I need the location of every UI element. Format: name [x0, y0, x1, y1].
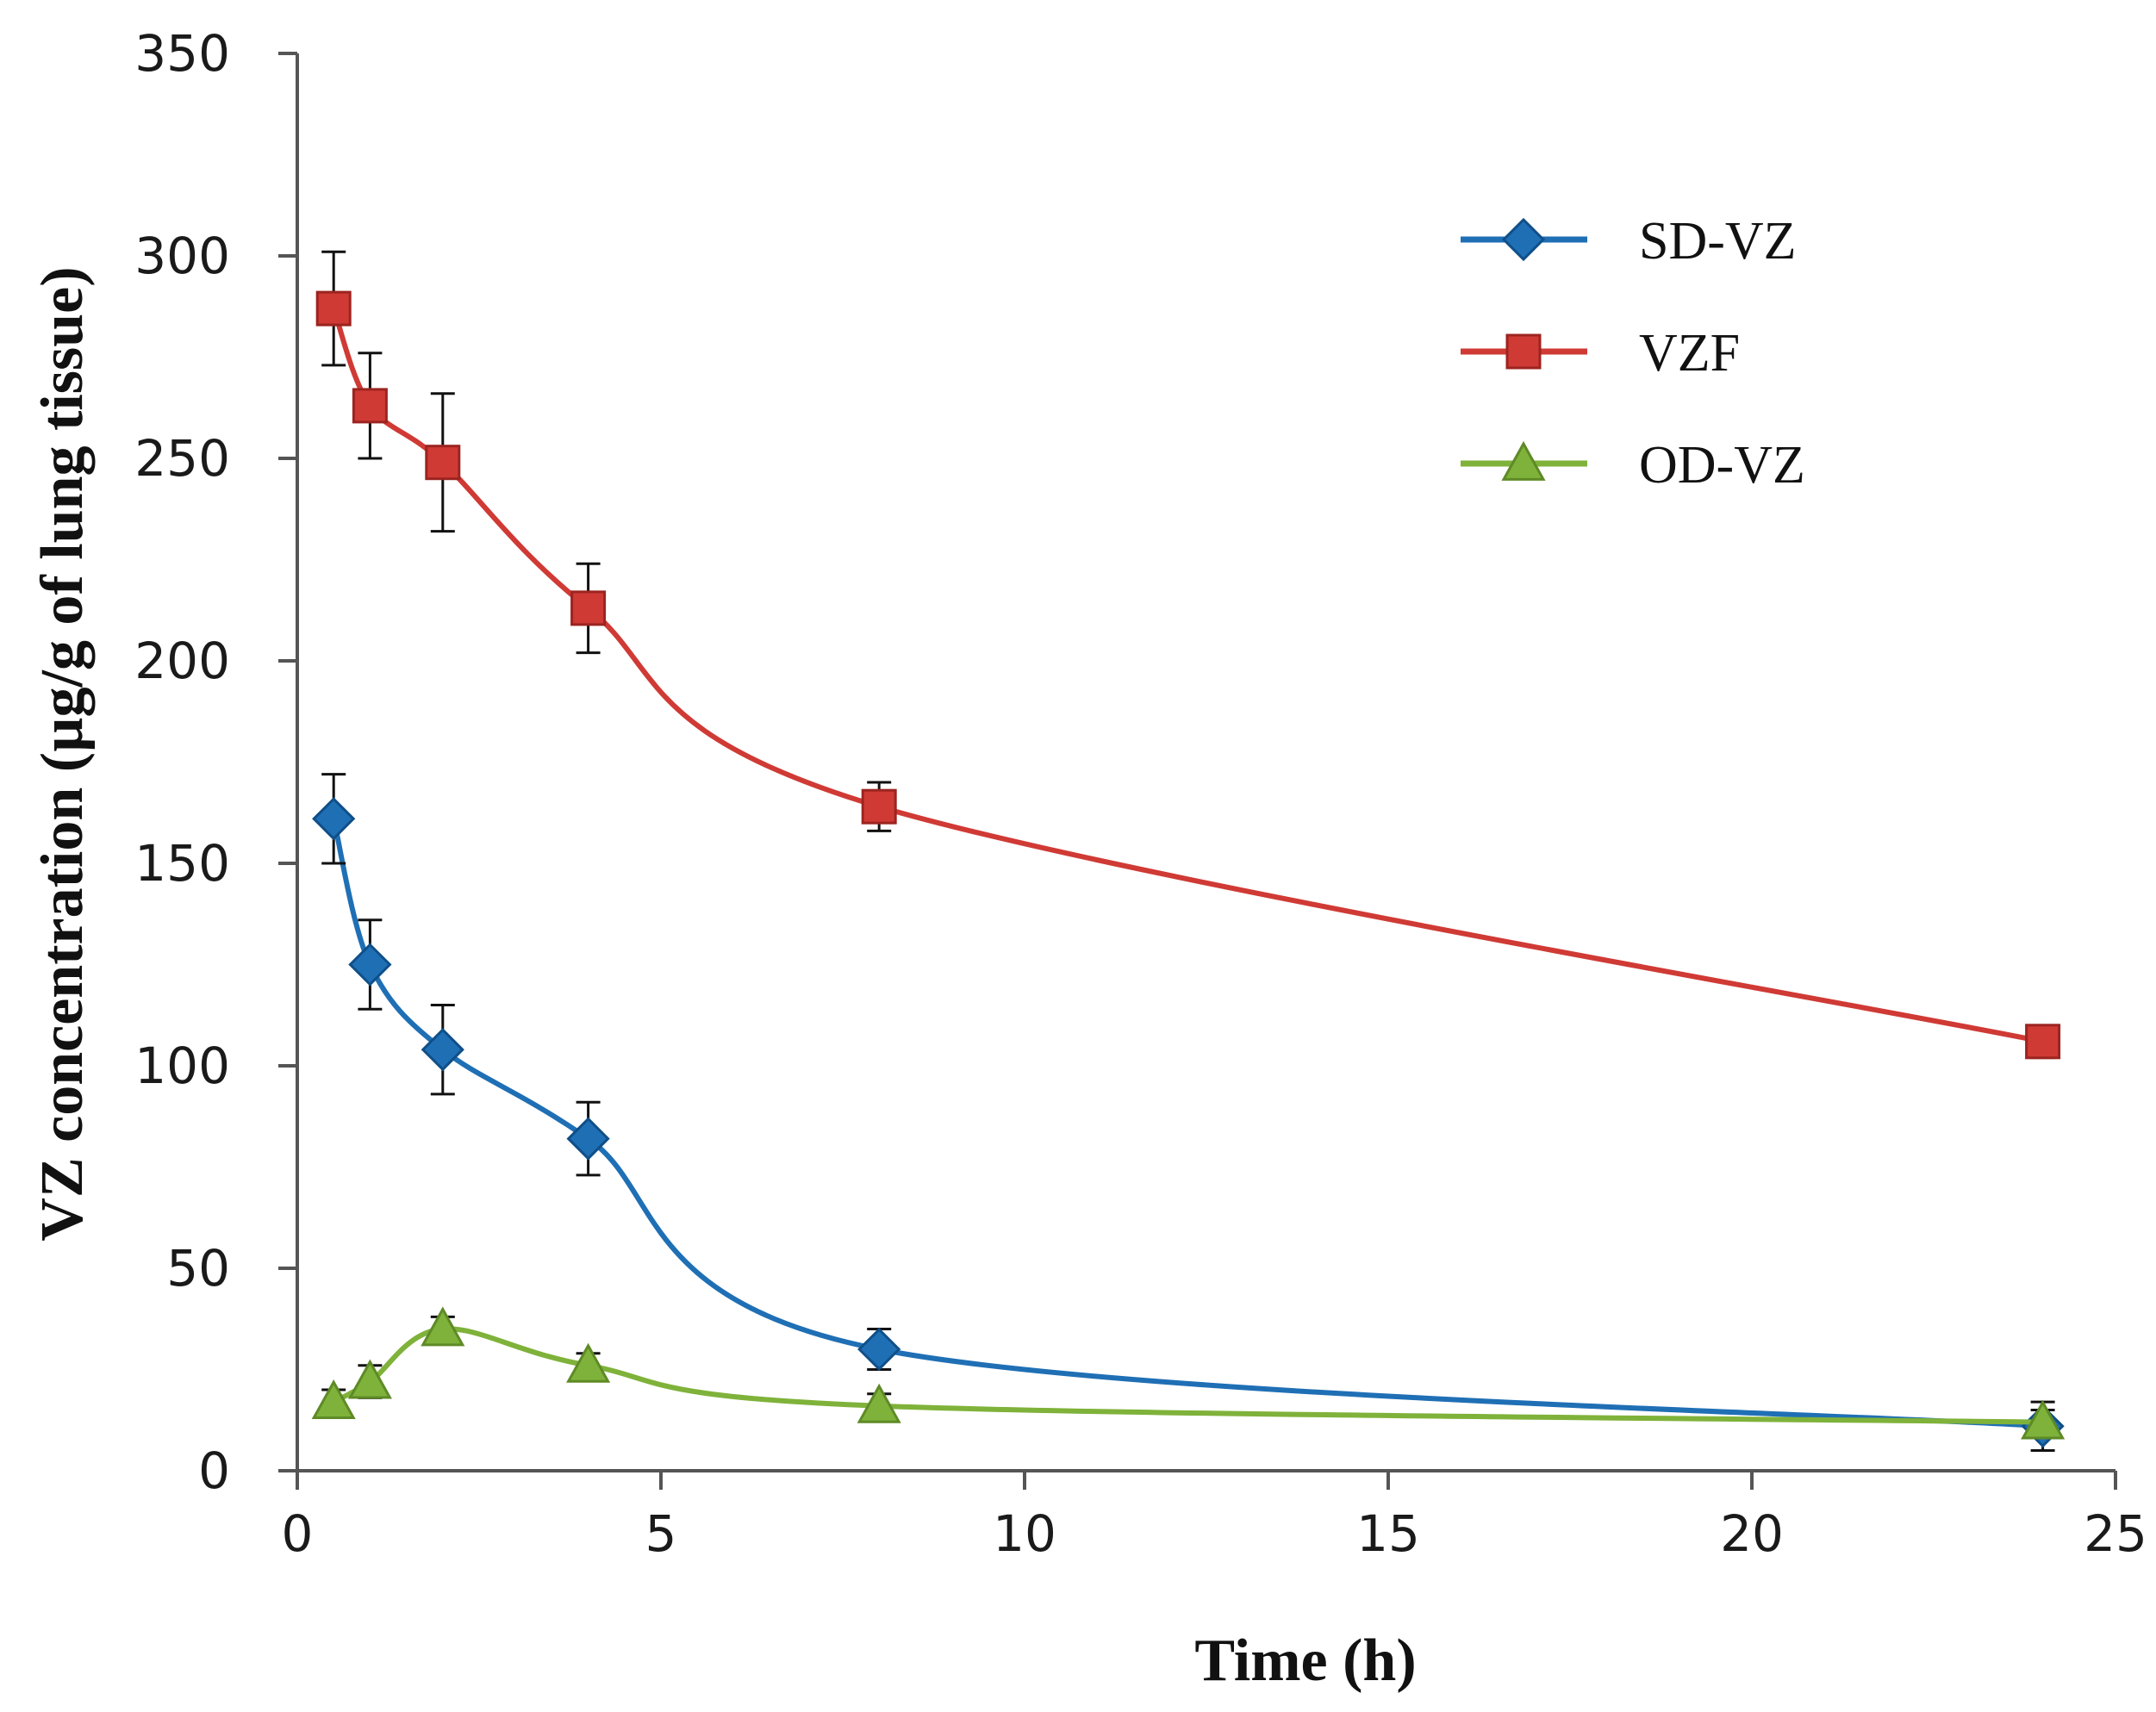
data-point: [315, 290, 352, 327]
series-line: [331, 308, 2044, 1044]
legend: SD-VZ VZF OD-VZ: [1461, 212, 1805, 495]
x-axis-ticks: 0 5 10 15 20 25: [282, 1471, 2147, 1563]
x-tick-label: 10: [993, 1504, 1056, 1563]
data-point: [857, 1383, 901, 1423]
data-point: [348, 943, 392, 987]
legend-marker: [1501, 217, 1546, 262]
data-point: [857, 1327, 901, 1372]
y-tick-label: 50: [166, 1239, 230, 1298]
series-vzf: [315, 250, 2061, 1060]
y-axis-title: VZ concentration (µg/g of lung tissue): [29, 266, 96, 1241]
data-point: [2025, 1024, 2061, 1060]
legend-entry-sd-vz: SD-VZ: [1461, 212, 1797, 271]
legend-label: SD-VZ: [1639, 212, 1797, 271]
data-point: [312, 797, 356, 841]
x-axis-title: Time (h): [1194, 1628, 1416, 1694]
legend-label: OD-VZ: [1639, 436, 1805, 495]
data-point: [421, 1028, 464, 1072]
x-tick-label: 0: [282, 1504, 314, 1563]
y-tick-label: 350: [134, 24, 230, 83]
x-tick-label: 5: [645, 1504, 677, 1563]
x-tick-label: 25: [2084, 1504, 2147, 1563]
legend-entry-vzf: VZF: [1461, 324, 1740, 383]
y-tick-label: 100: [134, 1037, 230, 1095]
y-tick-label: 0: [198, 1441, 230, 1500]
data-point: [347, 1359, 392, 1399]
data-point: [425, 445, 461, 481]
y-axis-ticks: 0 50 100 150 200 250 300 350: [134, 24, 297, 1500]
legend-marker: [1501, 440, 1546, 481]
y-tick-label: 300: [134, 227, 230, 285]
series-line: [332, 1326, 2043, 1425]
data-point: [2021, 1399, 2066, 1440]
legend-label: VZF: [1639, 324, 1740, 383]
y-tick-label: 250: [134, 429, 230, 488]
data-point: [570, 590, 607, 626]
data-point: [352, 388, 388, 424]
series-sd-vz: [312, 773, 2065, 1452]
y-tick-label: 150: [134, 834, 230, 893]
data-point: [566, 1117, 610, 1161]
data-point: [311, 1379, 356, 1419]
chart-axes: [296, 53, 2115, 1472]
x-tick-label: 20: [1720, 1504, 1784, 1563]
y-tick-label: 200: [134, 632, 230, 690]
legend-marker: [1505, 333, 1542, 370]
x-tick-label: 15: [1356, 1504, 1420, 1563]
legend-entry-od-vz: OD-VZ: [1461, 436, 1805, 495]
series-od-vz: [311, 1306, 2066, 1440]
data-point: [566, 1342, 611, 1383]
data-point: [421, 1306, 465, 1347]
data-point: [861, 788, 897, 825]
series-layer: [311, 250, 2066, 1452]
